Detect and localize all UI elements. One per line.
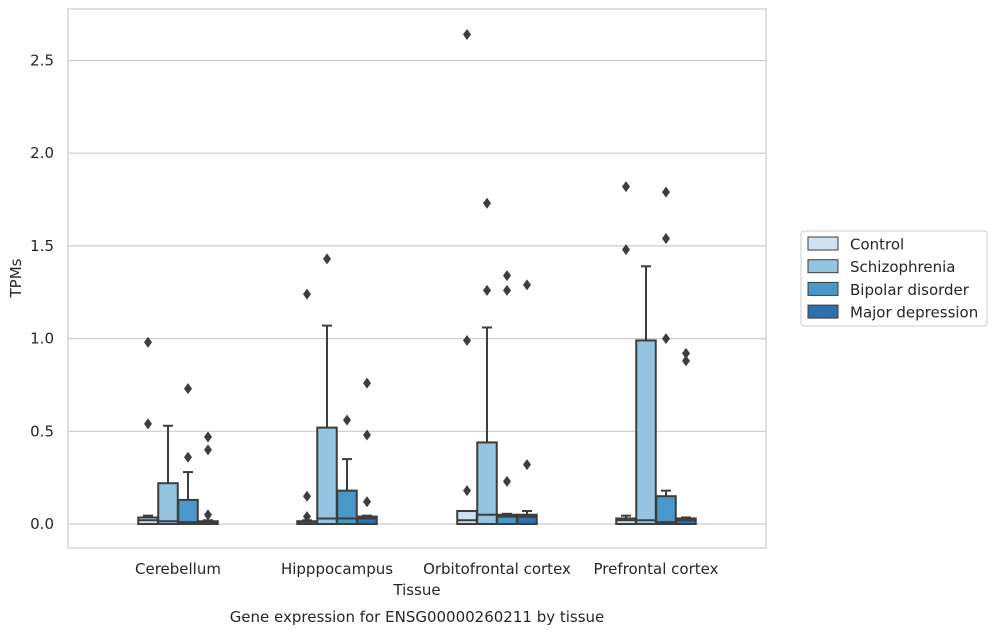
box-group bbox=[177, 383, 199, 526]
box bbox=[177, 498, 199, 526]
x-tick-label: Prefrontal cortex bbox=[594, 560, 719, 578]
box-group bbox=[296, 288, 318, 525]
legend-label: Control bbox=[850, 236, 904, 254]
outlier-point bbox=[144, 336, 152, 348]
outlier-point bbox=[503, 270, 511, 282]
outlier-point bbox=[463, 29, 471, 41]
x-axis-title: Tissue bbox=[392, 581, 440, 599]
outlier-point bbox=[363, 429, 371, 441]
x-tick-label: Hipppocampus bbox=[281, 560, 393, 578]
y-tick-label: 2.5 bbox=[30, 52, 54, 70]
x-tick-label: Orbitofrontal cortex bbox=[423, 560, 571, 578]
outlier-point bbox=[662, 333, 670, 345]
box bbox=[456, 510, 478, 526]
box-group bbox=[476, 197, 498, 526]
outlier-point bbox=[343, 414, 351, 426]
outlier-point bbox=[662, 232, 670, 244]
y-tick-label: 1.0 bbox=[30, 330, 54, 348]
y-axis-title: TPMs bbox=[7, 258, 25, 298]
outlier-point bbox=[184, 383, 192, 395]
outlier-point bbox=[303, 511, 311, 523]
box bbox=[655, 495, 677, 526]
outlier-point bbox=[363, 496, 371, 508]
box bbox=[336, 489, 358, 525]
box bbox=[635, 339, 657, 526]
box-group bbox=[655, 186, 677, 526]
outlier-point bbox=[523, 279, 531, 291]
legend-label: Major depression bbox=[850, 304, 978, 322]
outlier-point bbox=[303, 490, 311, 502]
box bbox=[476, 441, 498, 526]
outlier-point bbox=[662, 186, 670, 198]
y-tick-labels: 0.0 0.5 1.0 1.5 2.0 2.5 bbox=[30, 52, 54, 534]
outlier-point bbox=[363, 377, 371, 389]
outlier-point bbox=[303, 288, 311, 300]
box-group bbox=[456, 29, 478, 526]
legend: Control Schizophrenia Bipolar disorder Majo… bbox=[800, 230, 988, 327]
box-group bbox=[336, 414, 358, 525]
box bbox=[316, 426, 338, 526]
legend-swatch bbox=[807, 304, 839, 319]
y-tick-label: 0.0 bbox=[30, 515, 54, 533]
plot-frame bbox=[67, 8, 767, 549]
outlier-point bbox=[463, 485, 471, 497]
y-tick-label: 2.0 bbox=[30, 144, 54, 162]
x-tick-label: Cerebellum bbox=[135, 560, 221, 578]
box-group bbox=[157, 424, 179, 526]
box-series bbox=[137, 29, 697, 526]
outlier-point bbox=[682, 355, 690, 367]
outlier-point bbox=[204, 509, 212, 521]
outlier-point bbox=[323, 253, 331, 265]
legend-label: Schizophrenia bbox=[850, 258, 955, 276]
legend-label: Bipolar disorder bbox=[850, 281, 970, 299]
box bbox=[516, 513, 538, 525]
box-group bbox=[137, 336, 159, 525]
legend-frame bbox=[800, 230, 988, 327]
outlier-point bbox=[622, 181, 630, 193]
box-group bbox=[356, 377, 378, 525]
outlier-point bbox=[483, 284, 491, 296]
outlier-point bbox=[184, 451, 192, 463]
outlier-point bbox=[682, 347, 690, 359]
outlier-point bbox=[204, 431, 212, 443]
outlier-point bbox=[622, 244, 630, 256]
box-group bbox=[316, 253, 338, 526]
box-group bbox=[496, 270, 518, 525]
outlier-point bbox=[204, 444, 212, 456]
box-group bbox=[197, 431, 219, 525]
y-tick-label: 0.5 bbox=[30, 422, 54, 440]
y-tick-label: 1.5 bbox=[30, 237, 54, 255]
box-group bbox=[675, 347, 697, 525]
box bbox=[157, 482, 179, 526]
legend-swatch bbox=[807, 281, 839, 296]
chart-caption: Gene expression for ENSG00000260211 by t… bbox=[230, 608, 605, 626]
legend-swatch bbox=[807, 236, 839, 251]
outlier-point bbox=[523, 459, 531, 471]
box-group bbox=[635, 265, 657, 526]
outlier-point bbox=[463, 334, 471, 346]
gridlines bbox=[68, 59, 766, 525]
box-group bbox=[516, 279, 538, 525]
outlier-point bbox=[503, 475, 511, 487]
x-tick-labels: Cerebellum Hipppocampus Orbitofrontal cort… bbox=[135, 560, 719, 578]
box-group bbox=[615, 181, 637, 525]
box bbox=[356, 515, 378, 525]
outlier-point bbox=[144, 418, 152, 430]
outlier-point bbox=[483, 197, 491, 209]
outlier-point bbox=[503, 284, 511, 296]
legend-swatch bbox=[807, 259, 839, 274]
